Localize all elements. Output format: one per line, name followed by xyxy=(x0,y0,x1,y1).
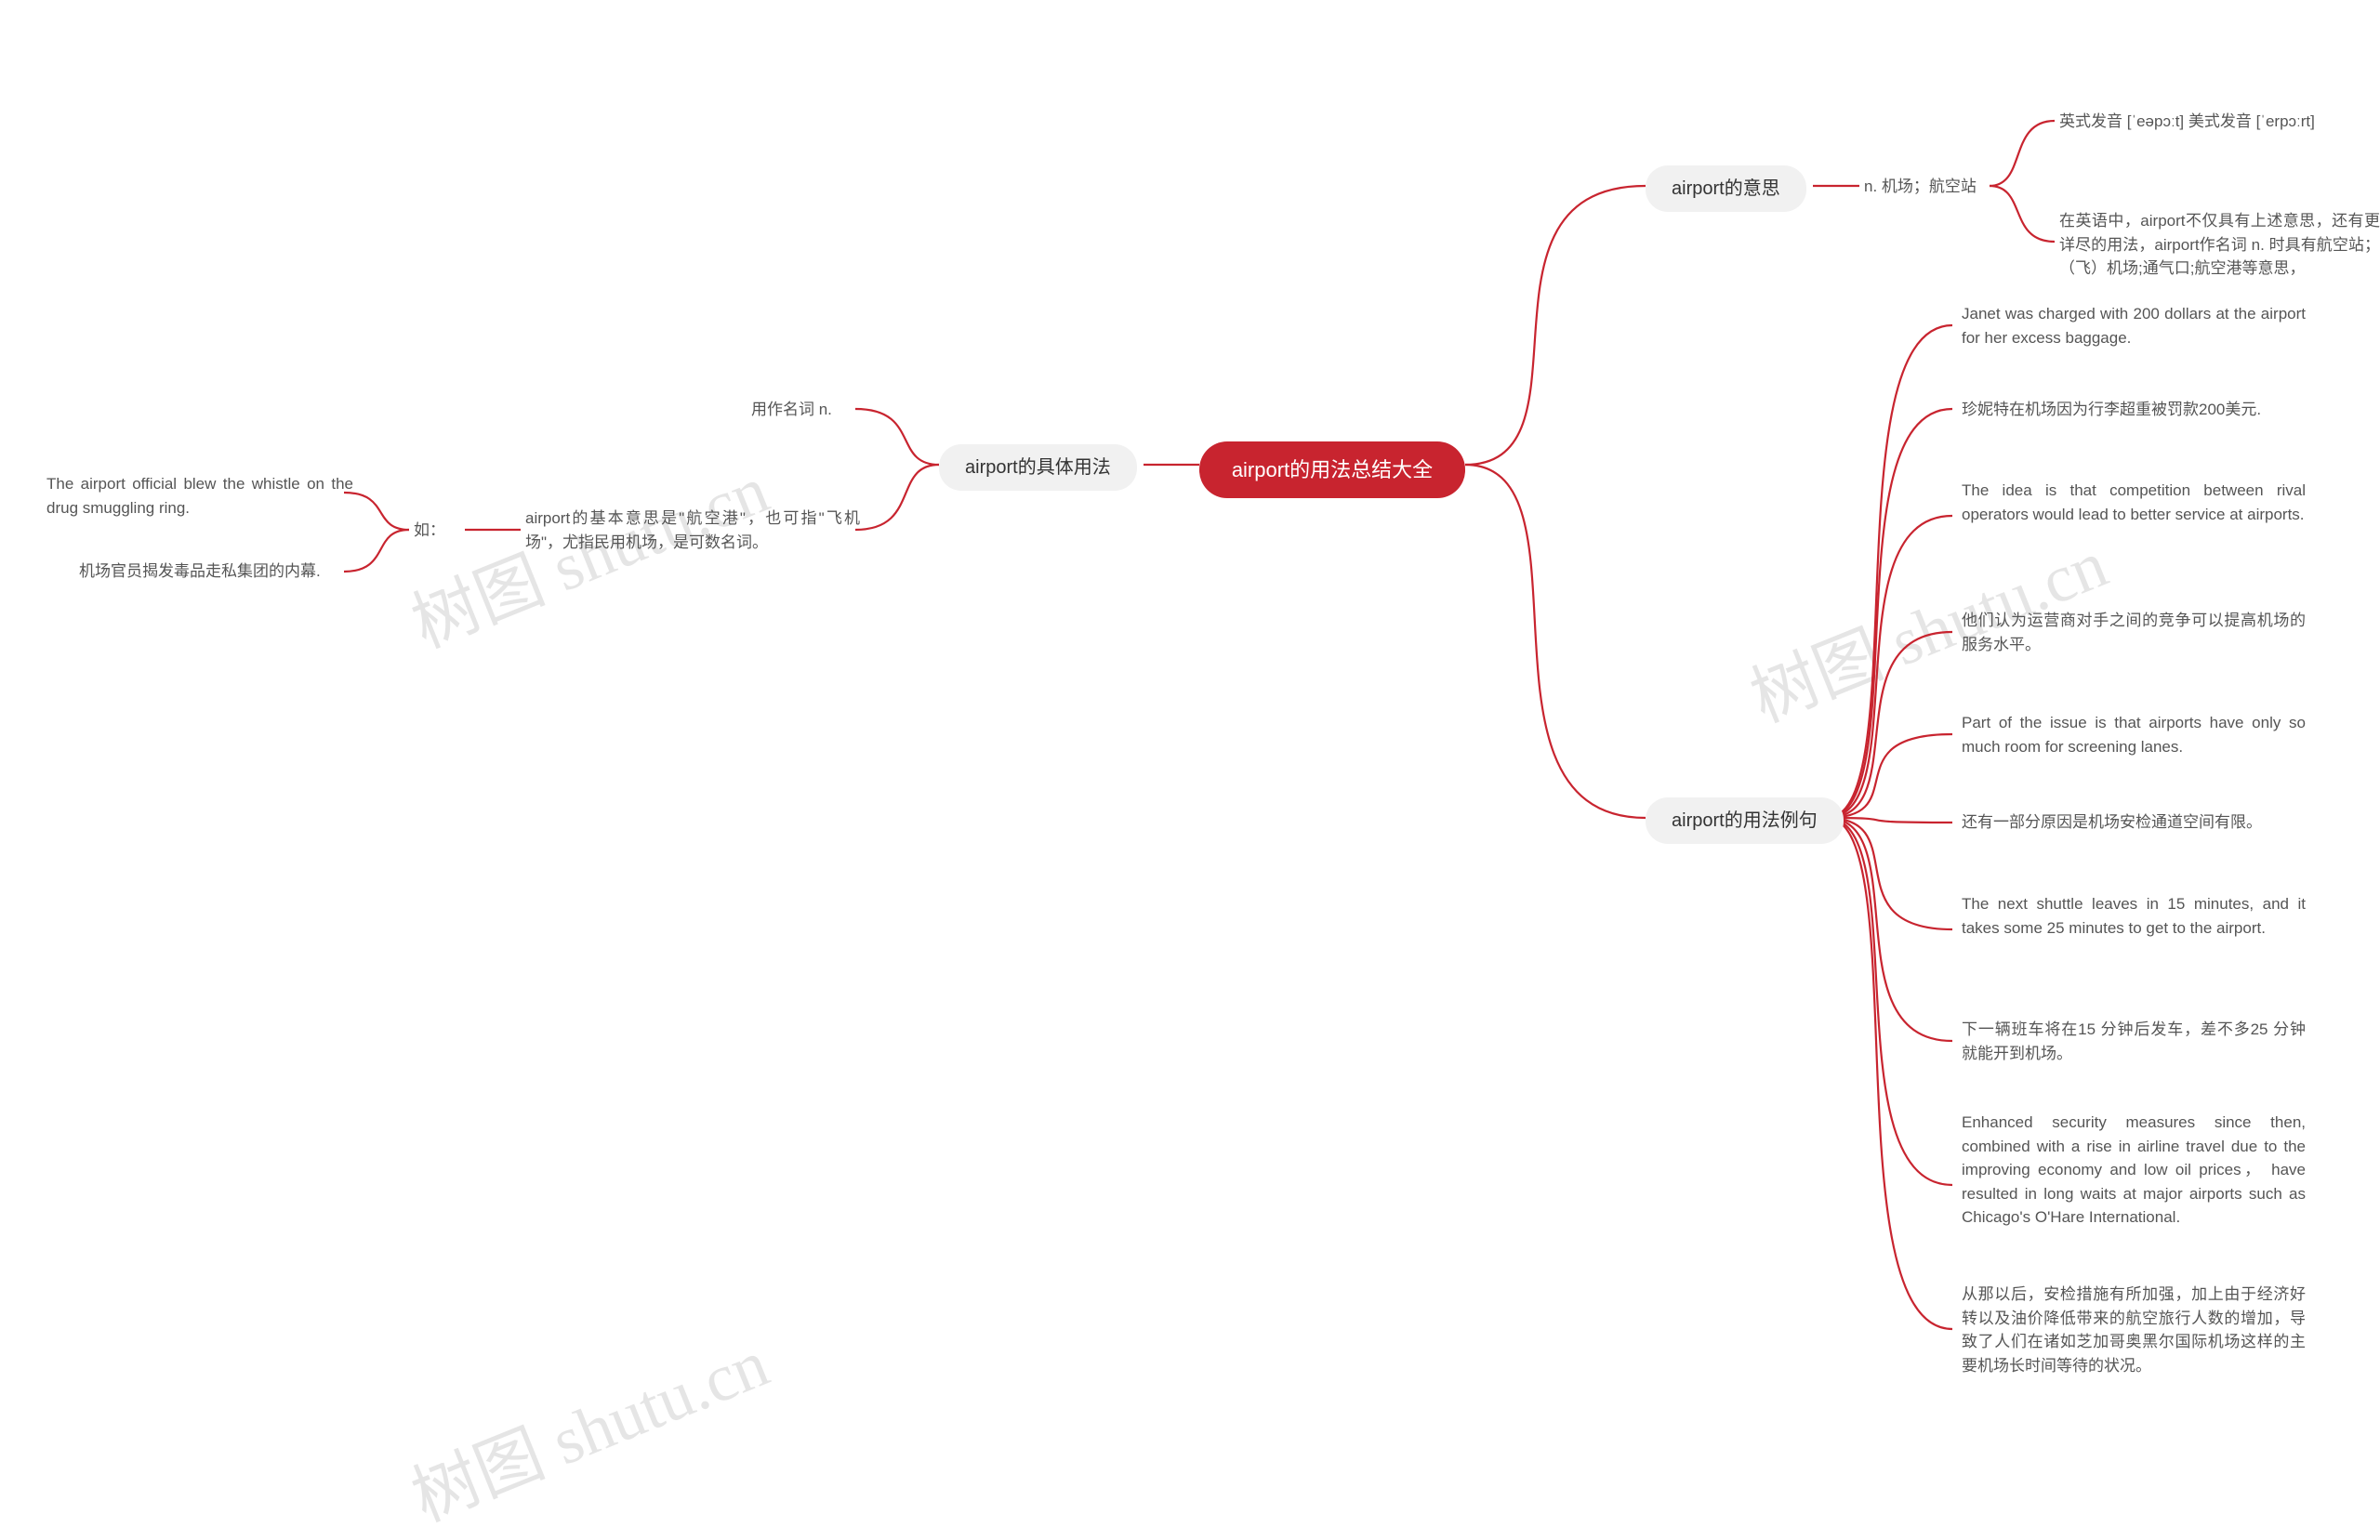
leaf-usage-noun: 用作名词 n. xyxy=(751,398,832,422)
example-9: 从那以后，安检措施有所加强，加上由于经济好转以及油价降低带来的航空旅行人数的增加… xyxy=(1962,1283,2306,1377)
example-4: Part of the issue is that airports have … xyxy=(1962,711,2306,758)
example-2: The idea is that competition between riv… xyxy=(1962,479,2306,526)
leaf-usage-eg-label: 如： xyxy=(414,519,445,543)
leaf-meaning-detail: 在英语中，airport不仅具有上述意思，还有更详尽的用法，airport作名词… xyxy=(2059,209,2380,281)
example-1: 珍妮特在机场因为行李超重被罚款200美元. xyxy=(1962,398,2261,422)
leaf-meaning-pron: 英式发音 [ˈeəpɔːt] 美式发音 [ˈerpɔːrt] xyxy=(2059,110,2315,134)
example-3: 他们认为运营商对手之间的竞争可以提高机场的服务水平。 xyxy=(1962,609,2306,656)
mindmap-canvas: 树图 shutu.cn 树图 shutu.cn 树图 shutu.cn xyxy=(0,0,2380,1388)
leaf-usage-basic: airport的基本意思是"航空港"，也可指"飞机场"，尤指民用机场，是可数名词… xyxy=(525,507,860,554)
leaf-meaning-def: n. 机场；航空站 xyxy=(1864,175,1977,199)
branch-usage[interactable]: airport的具体用法 xyxy=(939,444,1137,491)
example-5: 还有一部分原因是机场安检通道空间有限。 xyxy=(1962,810,2262,835)
leaf-usage-eg-en: The airport official blew the whistle on… xyxy=(46,472,353,520)
watermark: 树图 shutu.cn xyxy=(395,1309,780,1540)
leaf-usage-eg-zh: 机场官员揭发毒品走私集团的内幕. xyxy=(79,559,321,584)
example-0: Janet was charged with 200 dollars at th… xyxy=(1962,302,2306,349)
root-node[interactable]: airport的用法总结大全 xyxy=(1199,441,1465,498)
example-8: Enhanced security measures since then, c… xyxy=(1962,1111,2306,1230)
example-6: The next shuttle leaves in 15 minutes, a… xyxy=(1962,892,2306,940)
example-7: 下一辆班车将在15 分钟后发车，差不多25 分钟就能开到机场。 xyxy=(1962,1018,2306,1065)
branch-examples[interactable]: airport的用法例句 xyxy=(1646,797,1844,844)
branch-meaning[interactable]: airport的意思 xyxy=(1646,165,1806,212)
